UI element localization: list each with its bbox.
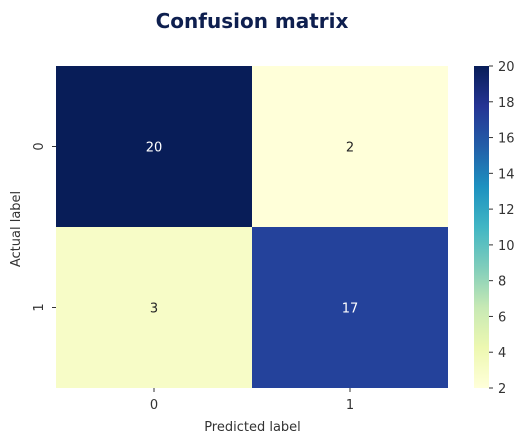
colorbar-tick-label: 2 xyxy=(498,382,506,397)
cell-value-label: 3 xyxy=(150,302,158,317)
y-axis-label: Actual label xyxy=(9,191,24,267)
colorbar-tick-label: 4 xyxy=(498,346,506,361)
colorbar-ticks: 2 4 6 8 10 12 14 16 18 20 xyxy=(489,60,515,397)
colorbar-tick-label: 16 xyxy=(498,132,515,147)
colorbar-tick-label: 8 xyxy=(498,275,506,290)
heatmap-cell-r0-c0 xyxy=(56,66,252,227)
y-tick-label: 1 xyxy=(32,303,47,311)
chart-title: Confusion matrix xyxy=(156,9,349,33)
colorbar-tick-label: 18 xyxy=(498,96,515,111)
colorbar-tick-label: 10 xyxy=(498,239,515,254)
heatmap-cell-labels: 20 2 3 17 xyxy=(146,141,359,317)
heatmap-cells xyxy=(56,66,448,388)
colorbar xyxy=(474,66,489,388)
heatmap-cell-r0-c1 xyxy=(252,66,448,227)
colorbar-tick-label: 12 xyxy=(498,203,515,218)
colorbar-tick-label: 20 xyxy=(498,60,515,75)
heatmap-cell-r1-c1 xyxy=(252,227,448,388)
heatmap-cell-r1-c0 xyxy=(56,227,252,388)
x-tick-label: 0 xyxy=(150,398,158,413)
x-tick-label: 1 xyxy=(346,398,354,413)
cell-value-label: 17 xyxy=(342,302,359,317)
y-axis-ticks: 01 xyxy=(32,142,56,312)
colorbar-tick-label: 14 xyxy=(498,167,515,182)
cell-value-label: 20 xyxy=(146,141,163,156)
y-tick-label: 0 xyxy=(32,142,47,150)
cell-value-label: 2 xyxy=(346,141,354,156)
colorbar-tick-label: 6 xyxy=(498,310,506,325)
x-axis-label: Predicted label xyxy=(204,420,301,435)
